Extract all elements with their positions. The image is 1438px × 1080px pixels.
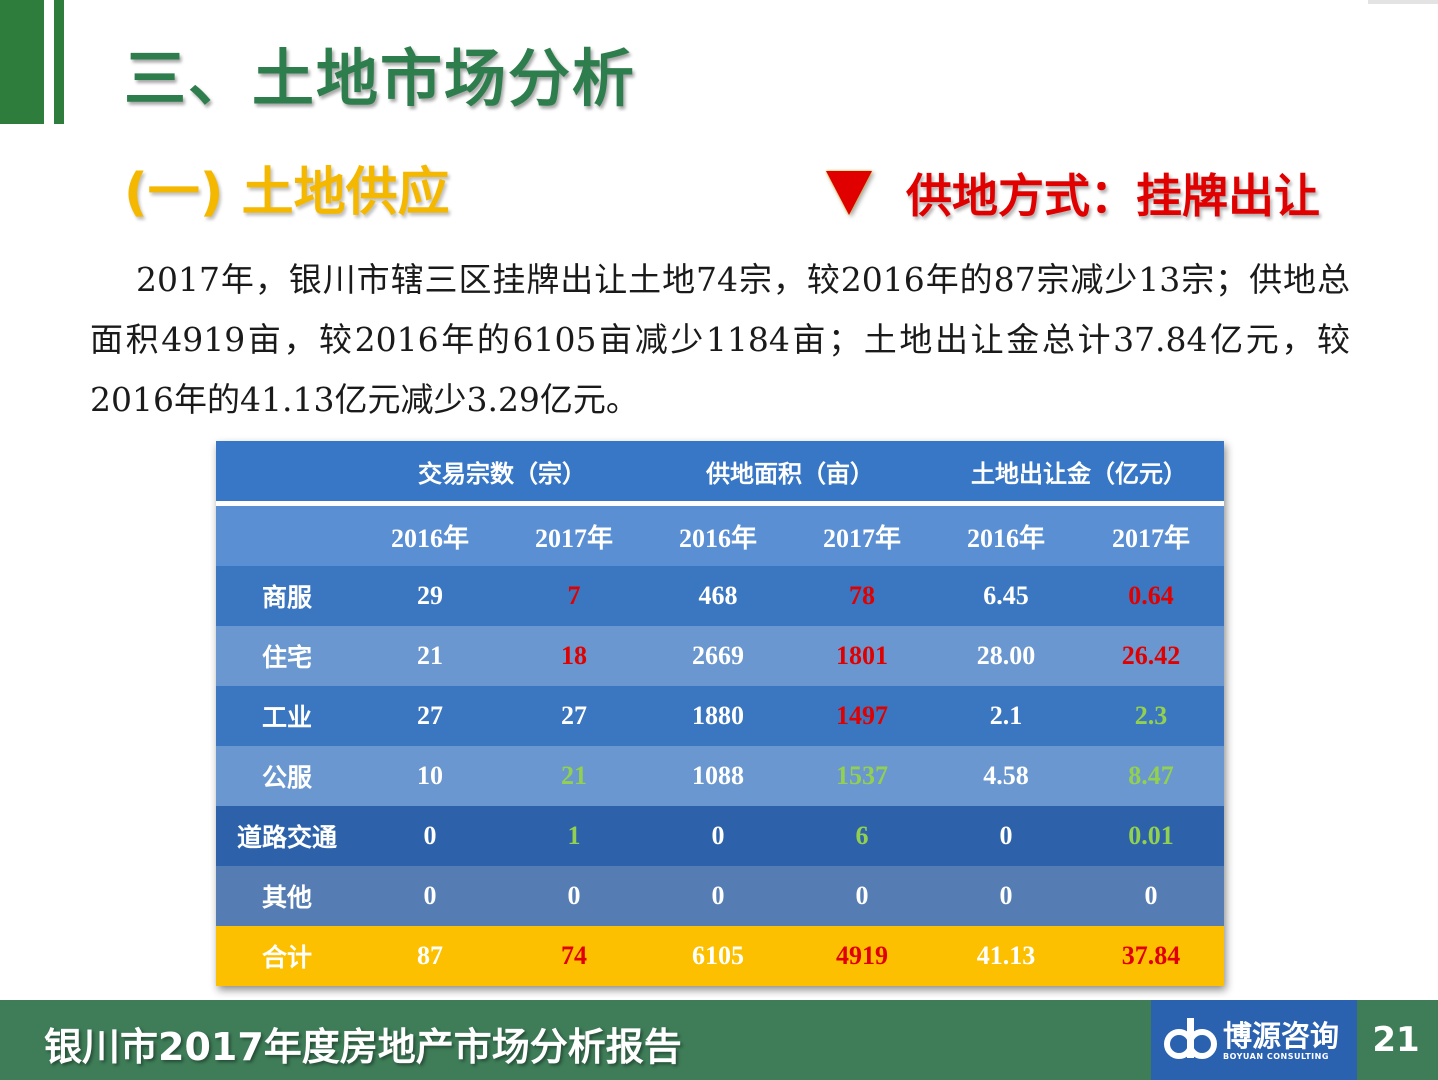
header-accent-bar [0,0,44,124]
table-cell: 18 [502,626,646,686]
section-title: (一) 土地供应 [124,163,450,223]
table-row: 住宅 21 18 2669 1801 28.00 26.42 [216,626,1224,686]
down-triangle-icon [826,171,872,215]
report-title: 银川市2017年度房地产市场分析报告 [44,1025,682,1069]
year-header-cell: 2016年 [646,503,790,566]
table-cell: 0 [646,806,790,866]
page-title: 三、土地市场分析 [124,42,637,115]
table-cell: 1880 [646,686,790,746]
header-transfer-fee: 土地出让金（亿元） [934,441,1224,506]
table-body: 商服 29 7 468 78 6.45 0.64 住宅 21 18 2669 1801 28.00 26.… [216,566,1224,926]
table-foot: 合计 87 74 6105 4919 41.13 37.84 [216,926,1224,986]
year-corner [216,503,358,566]
table-cell: 2.3 [1078,686,1224,746]
year-header-cell: 2016年 [358,503,502,566]
page-number: 21 [1372,1020,1420,1060]
table-cell: 37.84 [1078,926,1224,986]
table-row: 工业 27 27 1880 1497 2.1 2.3 [216,686,1224,746]
row-label: 商服 [216,566,358,626]
logo-name-cn: 博源咨询 [1223,1018,1340,1053]
logo-name-en: BOYUAN CONSULTING [1223,1051,1329,1061]
header-transactions: 交易宗数（宗） [358,441,646,506]
table-cell: 0 [358,806,502,866]
table-cell: 6.45 [934,566,1078,626]
corner-divider [1368,0,1438,4]
table-cell: 1088 [646,746,790,806]
table-cell: 1537 [790,746,934,806]
table-row: 道路交通 0 1 0 6 0 0.01 [216,806,1224,866]
header-corner [216,441,358,506]
table-cell: 0 [1078,866,1224,926]
table-row: 商服 29 7 468 78 6.45 0.64 [216,566,1224,626]
table-cell: 27 [502,686,646,746]
table-year-header: 2016年 2017年 2016年 2017年 2016年 2017年 [216,503,1224,566]
table-cell: 0 [358,866,502,926]
table-cell: 4.58 [934,746,1078,806]
table-cell: 1 [502,806,646,866]
table-group-header: 交易宗数（宗） 供地面积（亩） 土地出让金（亿元） [216,441,1224,506]
year-header-cell: 2016年 [934,503,1078,566]
table-cell: 0 [934,806,1078,866]
year-header-cell: 2017年 [790,503,934,566]
company-logo: 博源咨询 BOYUAN CONSULTING [1151,1000,1357,1080]
table-cell: 0 [790,866,934,926]
table-cell: 7 [502,566,646,626]
table-cell: 0 [502,866,646,926]
header-accent-line [54,0,64,124]
header-area: 供地面积（亩） [646,441,934,506]
row-label: 工业 [216,686,358,746]
table-cell: 28.00 [934,626,1078,686]
table-cell: 0 [934,866,1078,926]
table-cell: 27 [358,686,502,746]
year-header-cell: 2017年 [502,503,646,566]
table-cell: 10 [358,746,502,806]
row-label: 公服 [216,746,358,806]
table-cell: 1801 [790,626,934,686]
supply-method-callout: 供地方式：挂牌出让 [826,160,1320,226]
table-cell: 21 [502,746,646,806]
table-cell: 4919 [790,926,934,986]
table-cell: 29 [358,566,502,626]
table-cell: 21 [358,626,502,686]
year-header-cell: 2017年 [1078,503,1224,566]
land-supply-table: 交易宗数（宗） 供地面积（亩） 土地出让金（亿元） 2016年 2017年 20… [216,441,1224,986]
table-cell: 0 [646,866,790,926]
total-row: 合计 87 74 6105 4919 41.13 37.84 [216,926,1224,986]
table-cell: 74 [502,926,646,986]
table-cell: 41.13 [934,926,1078,986]
table-row: 公服 10 21 1088 1537 4.58 8.47 [216,746,1224,806]
table-row: 其他 0 0 0 0 0 0 [216,866,1224,926]
table-cell: 8.47 [1078,746,1224,806]
row-label: 道路交通 [216,806,358,866]
table-cell: 0.64 [1078,566,1224,626]
row-label: 合计 [216,926,358,986]
table-cell: 468 [646,566,790,626]
table-cell: 2669 [646,626,790,686]
table-cell: 87 [358,926,502,986]
summary-paragraph: 2017年，银川市辖三区挂牌出让土地74宗，较2016年的87宗减少13宗；供地… [90,260,1350,419]
row-label: 住宅 [216,626,358,686]
table-cell: 2.1 [934,686,1078,746]
table-cell: 6 [790,806,934,866]
row-label: 其他 [216,866,358,926]
table-cell: 1497 [790,686,934,746]
boyuan-logo-icon [1164,1018,1217,1059]
table-cell: 0.01 [1078,806,1224,866]
table-cell: 6105 [646,926,790,986]
table-cell: 78 [790,566,934,626]
table-cell: 26.42 [1078,626,1224,686]
supply-method-label: 供地方式：挂牌出让 [906,169,1320,223]
footer-bar: 银川市2017年度房地产市场分析报告 博源咨询 BOYUAN CONSULTIN… [0,1000,1438,1080]
